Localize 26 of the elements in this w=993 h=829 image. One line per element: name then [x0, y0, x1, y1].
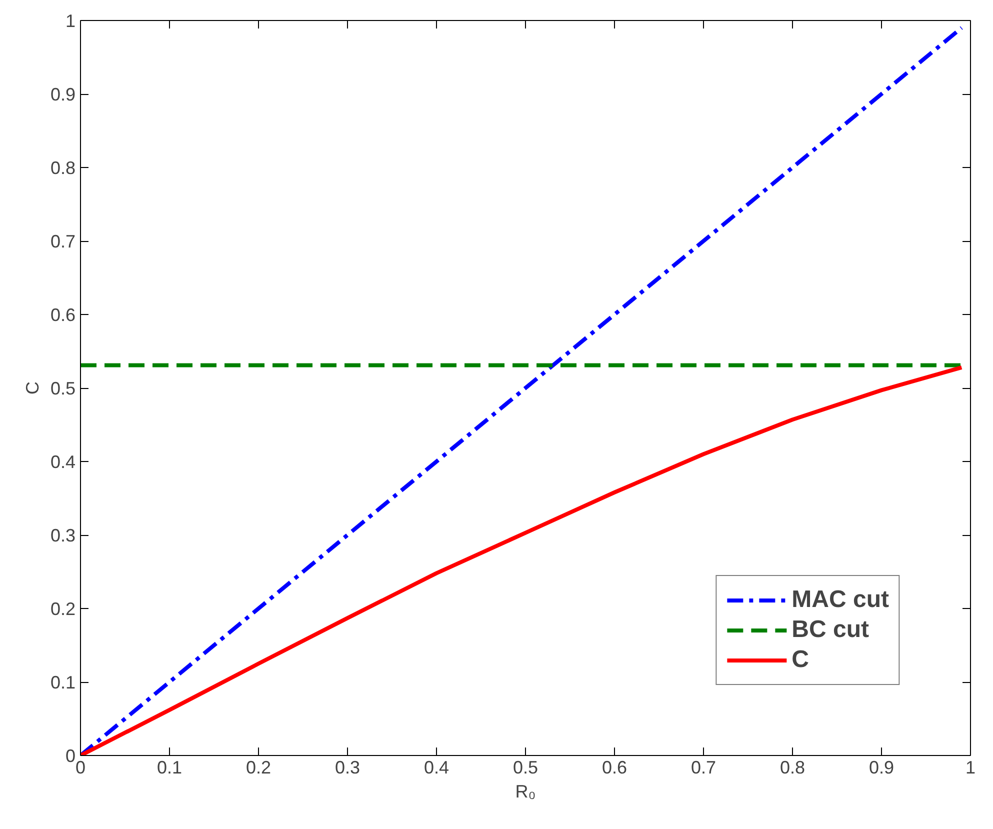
- line-series: [80, 365, 964, 756]
- y-tick-label: 0.4: [50, 452, 76, 472]
- y-tick-label: 0.8: [50, 158, 76, 178]
- y-tick-label: 0.2: [50, 599, 76, 619]
- x-tick-label: 0.9: [868, 758, 894, 778]
- x-tick-label: 0.5: [512, 758, 538, 778]
- y-tick-label: 0.5: [50, 378, 76, 398]
- x-axis-title: R₀: [515, 782, 536, 802]
- y-tick-label: 0.9: [50, 84, 76, 104]
- x-tick-label: 1: [965, 758, 976, 778]
- y-tick-label: 0.7: [50, 232, 76, 252]
- y-tick-label: 0.3: [50, 526, 76, 546]
- y-tick-label: 0.1: [50, 672, 76, 692]
- x-tick-label: 0.4: [424, 758, 450, 778]
- x-tick-label: 0.2: [246, 758, 272, 778]
- legend-label: BC cut: [792, 616, 870, 644]
- y-tick-label: 0.6: [50, 305, 76, 325]
- x-tick-label: 0.7: [690, 758, 716, 778]
- y-axis-title: C: [22, 382, 42, 394]
- x-tick-label: 0.1: [156, 758, 182, 778]
- y-tick-label: 1: [65, 11, 76, 31]
- x-tick-label: 0.6: [602, 758, 628, 778]
- x-tick-label: 0.8: [780, 758, 806, 778]
- legend-label: MAC cut: [792, 586, 889, 614]
- legend-label: C: [792, 646, 810, 674]
- x-tick-label: 0.3: [334, 758, 360, 778]
